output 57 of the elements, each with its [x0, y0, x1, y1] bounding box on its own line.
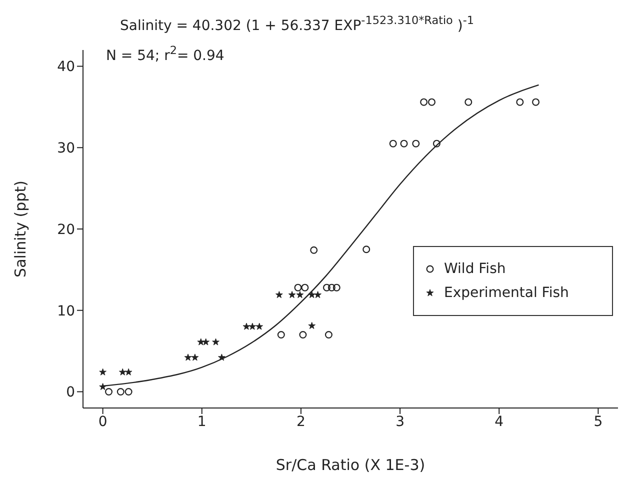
- point: [184, 354, 192, 361]
- point: [124, 368, 132, 376]
- point: [242, 322, 250, 330]
- point: [212, 338, 220, 346]
- y-axis-title: Salinity (ppt): [11, 180, 30, 278]
- point: [412, 140, 420, 148]
- legend-label: Experimental Fish: [444, 285, 569, 301]
- point: [314, 291, 322, 298]
- point: [118, 368, 126, 376]
- point: [296, 291, 304, 298]
- point: [400, 140, 408, 148]
- x-tick-label: 3: [396, 414, 404, 430]
- point: [218, 354, 226, 361]
- point: [294, 284, 302, 292]
- point: [389, 140, 397, 148]
- y-tick-label: 10: [57, 303, 75, 320]
- point: [275, 291, 283, 298]
- y-tick-label: 30: [57, 140, 75, 157]
- chart-title: Salinity = 40.302 (1 + 56.337 EXP$^{-1523.310*Ratio}$ )$^{-1}$: [120, 14, 474, 34]
- x-tick-label: 4: [494, 414, 504, 430]
- point: [191, 354, 199, 361]
- x-tick-label: 0: [98, 414, 108, 430]
- y-tick-label: 40: [57, 59, 75, 76]
- point: [124, 388, 132, 396]
- point: [532, 98, 540, 106]
- point: [420, 98, 428, 106]
- point: [256, 322, 264, 330]
- point: [308, 291, 316, 298]
- x-tick-label: 1: [197, 414, 206, 430]
- y-tick-label: 0: [66, 384, 75, 401]
- point: [299, 331, 307, 339]
- point: [310, 246, 318, 254]
- point: [516, 98, 524, 106]
- point: [432, 140, 440, 148]
- point: [116, 388, 124, 396]
- point: [301, 284, 309, 292]
- point: [328, 284, 336, 292]
- legend-label: Wild Fish: [444, 261, 506, 277]
- point: [332, 284, 340, 292]
- annotation: N = 54; r$^{2}$= 0.94: [106, 44, 224, 64]
- x-tick-label: 2: [296, 414, 306, 430]
- point: [288, 291, 296, 298]
- point: [202, 338, 210, 346]
- point: [428, 98, 436, 106]
- x-tick-label: 5: [594, 414, 603, 430]
- point: [362, 246, 370, 254]
- y-tick-label: 20: [57, 222, 75, 238]
- point: [248, 322, 256, 330]
- point: [277, 331, 285, 339]
- point: [464, 98, 472, 106]
- point: [308, 322, 316, 329]
- point: [99, 368, 106, 376]
- point: [322, 284, 330, 292]
- point: [105, 388, 113, 396]
- point: [99, 382, 106, 390]
- x-axis-title: Sr/Ca Ratio (X 1E-3): [276, 456, 426, 474]
- point: [324, 331, 332, 339]
